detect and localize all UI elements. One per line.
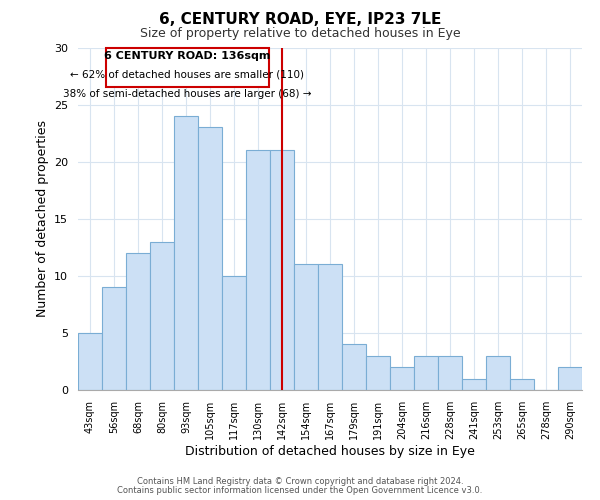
- Bar: [342, 344, 366, 390]
- Bar: [150, 242, 174, 390]
- Bar: [246, 150, 270, 390]
- Bar: [414, 356, 438, 390]
- X-axis label: Distribution of detached houses by size in Eye: Distribution of detached houses by size …: [185, 444, 475, 458]
- Bar: [462, 378, 486, 390]
- Text: Contains public sector information licensed under the Open Government Licence v3: Contains public sector information licen…: [118, 486, 482, 495]
- Bar: [78, 333, 102, 390]
- Text: Contains HM Land Registry data © Crown copyright and database right 2024.: Contains HM Land Registry data © Crown c…: [137, 477, 463, 486]
- Text: ← 62% of detached houses are smaller (110): ← 62% of detached houses are smaller (11…: [70, 70, 304, 80]
- Bar: [222, 276, 246, 390]
- Text: 6, CENTURY ROAD, EYE, IP23 7LE: 6, CENTURY ROAD, EYE, IP23 7LE: [159, 12, 441, 28]
- Bar: [366, 356, 390, 390]
- FancyBboxPatch shape: [106, 48, 269, 88]
- Bar: [102, 287, 126, 390]
- Bar: [390, 367, 414, 390]
- Bar: [486, 356, 510, 390]
- Bar: [558, 367, 582, 390]
- Bar: [198, 128, 222, 390]
- Bar: [270, 150, 294, 390]
- Bar: [438, 356, 462, 390]
- Y-axis label: Number of detached properties: Number of detached properties: [35, 120, 49, 318]
- Text: 38% of semi-detached houses are larger (68) →: 38% of semi-detached houses are larger (…: [63, 88, 311, 99]
- Bar: [510, 378, 534, 390]
- Text: Size of property relative to detached houses in Eye: Size of property relative to detached ho…: [140, 28, 460, 40]
- Bar: [174, 116, 198, 390]
- Text: 6 CENTURY ROAD: 136sqm: 6 CENTURY ROAD: 136sqm: [104, 51, 271, 61]
- Bar: [126, 253, 150, 390]
- Bar: [318, 264, 342, 390]
- Bar: [294, 264, 318, 390]
